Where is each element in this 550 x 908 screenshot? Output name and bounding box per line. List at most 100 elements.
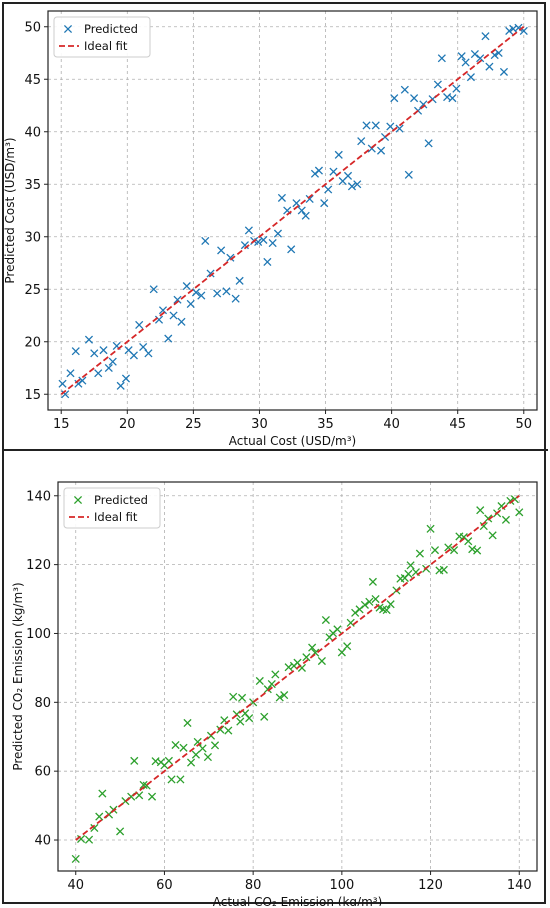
data-point	[437, 54, 446, 63]
x-tick-label: 80	[245, 878, 262, 893]
data-point	[271, 670, 280, 679]
data-point	[206, 269, 215, 278]
data-point	[357, 137, 366, 146]
data-point	[476, 506, 485, 515]
data-point	[147, 792, 157, 801]
y-tick-label: 20	[24, 335, 41, 350]
data-point	[116, 827, 125, 836]
data-point	[386, 600, 395, 609]
data-point	[229, 692, 238, 701]
data-point	[450, 546, 459, 555]
data-point	[217, 246, 226, 255]
data-point	[198, 744, 207, 753]
data-point	[488, 531, 497, 540]
data-point	[415, 549, 424, 558]
data-point	[90, 349, 99, 358]
data-point	[236, 717, 245, 726]
data-point	[171, 740, 180, 750]
data-point	[244, 226, 253, 235]
y-tick-label: 15	[24, 388, 41, 403]
data-point	[135, 320, 144, 330]
data-point	[99, 346, 108, 355]
data-point	[494, 48, 503, 58]
data-point	[224, 726, 233, 735]
data-point	[139, 342, 148, 352]
data-point	[444, 543, 453, 552]
y-tick-label: 80	[34, 696, 51, 711]
data-point	[130, 756, 139, 765]
x-tick-label: 45	[449, 417, 466, 432]
data-point	[353, 180, 362, 189]
data-point	[129, 351, 138, 360]
data-point	[169, 311, 178, 320]
data-point	[226, 253, 235, 262]
data-point	[280, 691, 289, 700]
data-point	[466, 73, 475, 82]
data-point	[406, 561, 415, 570]
cost-scatter-chart: 15 20 25 30 35 40 45 50 15 20 25 30 35 40 45 50 Actual C…	[3, 10, 538, 448]
data-point	[84, 335, 94, 344]
data-point	[329, 167, 338, 176]
data-point	[268, 238, 277, 248]
data-point	[514, 23, 523, 32]
x-tick-label: 15	[53, 417, 70, 432]
legend-marker-predicted	[63, 24, 73, 34]
data-point	[382, 606, 391, 615]
data-point	[238, 693, 247, 702]
data-point	[404, 569, 413, 578]
legend-box	[63, 487, 161, 529]
x-axis-label: Actual CO₂ Emission (kg/m³)	[213, 895, 383, 906]
data-point	[376, 146, 386, 155]
panel-divider	[2, 449, 548, 451]
data-point	[186, 758, 196, 767]
y-tick-label: 40	[24, 125, 41, 140]
data-point	[176, 775, 185, 784]
data-point	[292, 199, 301, 208]
data-point	[179, 743, 188, 752]
y-tick-label: 140	[26, 489, 51, 504]
data-point	[144, 349, 153, 358]
x-axis-label: Actual Cost (USD/m³)	[229, 434, 356, 448]
data-point	[368, 577, 377, 586]
data-point	[481, 32, 490, 41]
data-point	[317, 656, 326, 666]
data-point	[121, 374, 131, 383]
data-point	[505, 26, 514, 36]
data-point	[424, 139, 433, 148]
data-point	[260, 712, 269, 721]
data-point	[343, 171, 353, 180]
legend-label-predicted: Predicted	[84, 22, 138, 36]
data-point	[154, 315, 164, 324]
data-point	[501, 515, 511, 524]
data-point	[515, 508, 524, 517]
data-point	[301, 211, 310, 220]
data-point	[149, 285, 158, 294]
data-point	[263, 257, 272, 267]
data-point	[201, 236, 210, 246]
data-point	[400, 85, 409, 94]
x-tick-label: 40	[383, 417, 400, 432]
ideal-fit-line	[60, 26, 525, 395]
y-tick-label: 25	[24, 283, 41, 298]
y-tick-label: 120	[26, 558, 51, 573]
x-tick-label: 140	[507, 878, 532, 893]
data-point	[479, 522, 488, 531]
data-point	[351, 608, 360, 617]
y-tick-label: 100	[26, 627, 51, 642]
data-point	[371, 121, 380, 130]
plot-area	[57, 481, 538, 872]
legend-label-ideal-fit: Ideal fit	[84, 39, 128, 53]
x-tick-label: 60	[156, 878, 173, 893]
data-point	[216, 725, 225, 734]
legend-label-ideal-fit: Ideal fit	[94, 510, 138, 524]
x-tick-label: 50	[516, 417, 533, 432]
data-point	[267, 680, 276, 689]
data-point	[439, 565, 448, 574]
y-axis-label: Predicted CO₂ Emission (kg/m³)	[11, 582, 25, 770]
data-point	[245, 714, 254, 723]
data-point	[259, 235, 268, 244]
data-point	[71, 854, 80, 864]
data-point	[457, 52, 466, 61]
data-point	[71, 347, 80, 356]
